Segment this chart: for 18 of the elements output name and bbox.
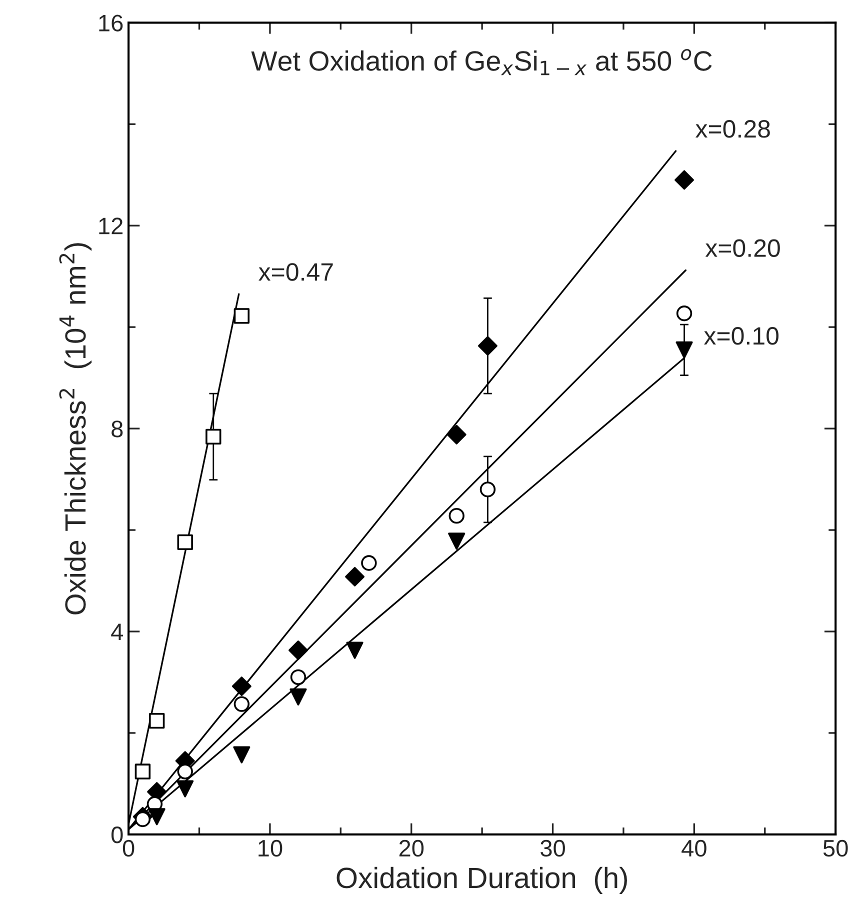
series-label: x=0.28 (696, 120, 770, 138)
x-tick-label: 0 (122, 840, 134, 857)
series-label: x=0.20 (705, 239, 780, 257)
x-tick-label: 50 (823, 840, 848, 857)
series-label: x=0.10 (704, 327, 778, 345)
x-tick-label: 40 (682, 840, 706, 857)
text: Wet Oxidation of Ge$_{x}$Si$_{1−x}$ at 550 $^{o}$C (251, 49, 712, 76)
y-tick-label: 8 (112, 420, 123, 438)
y-tick-label: 16 (99, 14, 123, 32)
y-tick-label: 12 (99, 218, 123, 234)
x-tick-label: 10 (258, 840, 282, 857)
x-tick-label: 20 (399, 840, 424, 857)
y-tick-label: 0 (111, 826, 123, 844)
x-axis-title: Oxidation Duration (h) (336, 866, 627, 894)
series-label: x=0.47 (258, 263, 333, 281)
x-tick-label: 30 (540, 840, 565, 857)
y-axis-title: Oxide Thickness$^{2}$ (10$^{4}$ nm$^{2}$) (59, 243, 92, 614)
y-tick-label: 4 (111, 624, 123, 640)
